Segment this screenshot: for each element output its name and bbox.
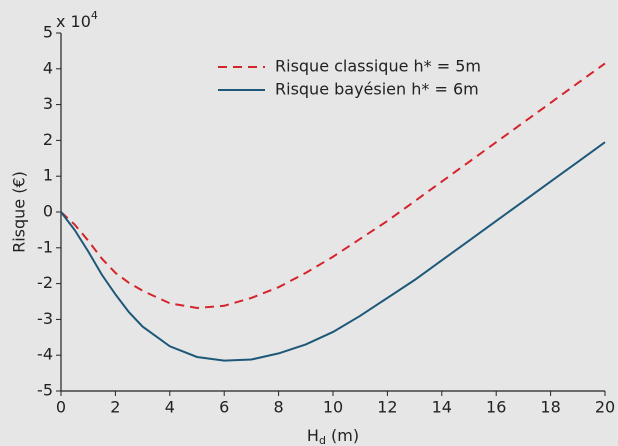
multiplier: x 104 (56, 9, 98, 31)
y-tick-label: 0 (43, 202, 53, 221)
x-tick-label: 16 (486, 398, 506, 417)
y-tick-label: -5 (37, 381, 53, 400)
legend-label: Risque bayésien h* = 6m (275, 80, 479, 99)
x-tick-label: 2 (110, 398, 120, 417)
x-label-rest: (m) (326, 426, 359, 445)
series-line (60, 141, 606, 362)
x-tick-label: 18 (540, 398, 560, 417)
y-tick-label: 2 (43, 130, 53, 149)
x-tick-label: 10 (323, 398, 343, 417)
x-tick-label: 20 (595, 398, 615, 417)
x-label-base: H (307, 426, 319, 445)
y-tick-label: 1 (43, 166, 53, 185)
legend-label: Risque classique h* = 5m (275, 57, 481, 76)
x-axis-label: Hd (m) (307, 426, 359, 446)
series-line (60, 62, 606, 309)
y-tick-label: 3 (43, 94, 53, 113)
x-tick-label: 0 (56, 398, 66, 417)
x-tick-label: 4 (165, 398, 175, 417)
x-tick-label: 12 (377, 398, 397, 417)
x-tick-label: 8 (274, 398, 284, 417)
y-tick-label: -1 (37, 237, 53, 256)
y-tick-label: 4 (43, 58, 53, 77)
y-tick-label: -3 (37, 309, 53, 328)
multiplier-base: x 10 (56, 12, 91, 31)
x-tick-label: 6 (219, 398, 229, 417)
y-tick-label: -4 (37, 345, 53, 364)
y-tick-label: 5 (43, 23, 53, 42)
y-axis-label: Risque (€) (10, 171, 29, 253)
x-tick-label: 14 (432, 398, 452, 417)
x-label-sub: d (319, 434, 326, 446)
y-tick-label: -2 (37, 273, 53, 292)
multiplier-exponent: 4 (91, 9, 98, 22)
